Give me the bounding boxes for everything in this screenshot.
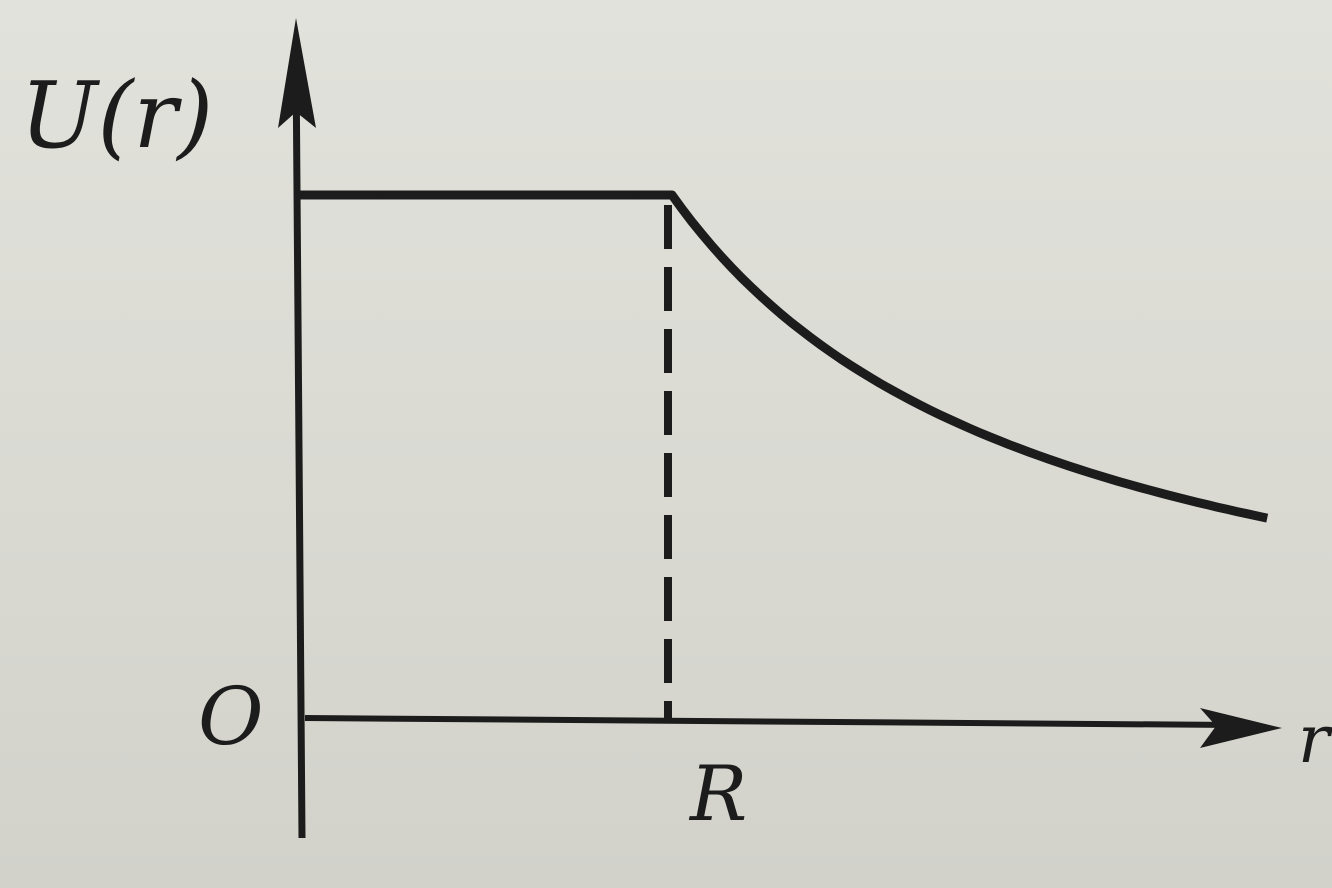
y-axis-label: U(r) xyxy=(20,62,213,169)
y-axis-arrow xyxy=(278,18,316,128)
potential-curve xyxy=(300,190,1269,523)
x-axis xyxy=(304,715,1236,728)
y-axis xyxy=(292,59,306,839)
x-axis-arrow xyxy=(1200,708,1282,748)
origin-label: O xyxy=(198,670,264,763)
x-axis-label: r xyxy=(1298,701,1332,778)
x-tick-label-r: R xyxy=(688,749,747,838)
